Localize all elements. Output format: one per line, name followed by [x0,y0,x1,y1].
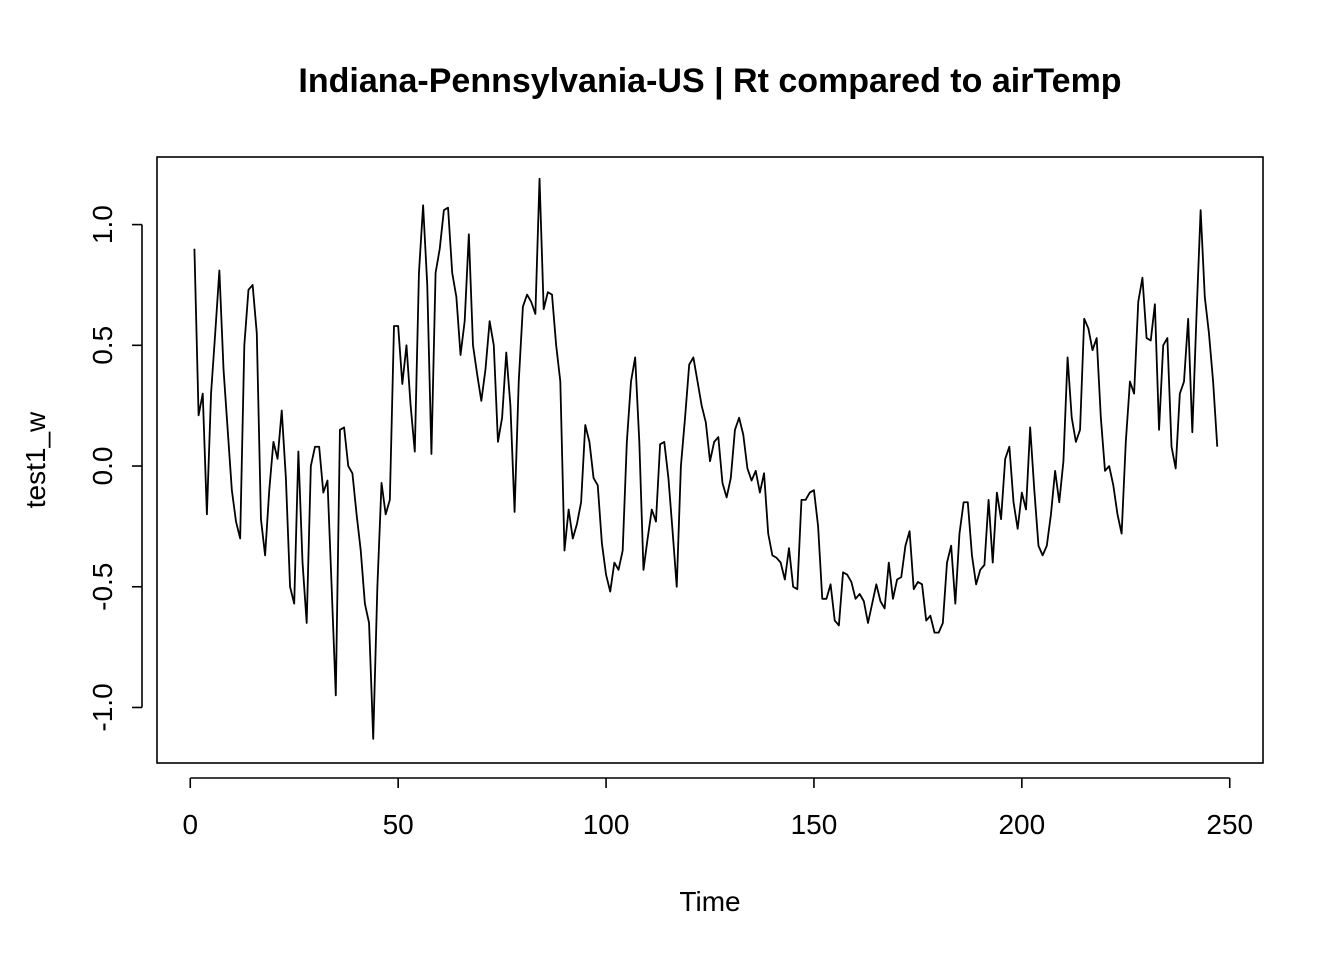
x-tick-label: 100 [583,809,630,840]
y-axis-label: test1_w [20,411,51,508]
y-tick-label: 0.0 [87,447,118,486]
x-tick-label: 50 [383,809,414,840]
x-tick-label: 200 [998,809,1045,840]
y-tick-label: 1.0 [87,205,118,244]
y-tick-label: -1.0 [87,683,118,731]
x-tick-label: 0 [182,809,198,840]
plot-frame [156,156,1264,764]
chart-title: Indiana-Pennsylvania-US | Rt compared to… [298,62,1121,100]
x-tick-label: 150 [791,809,838,840]
x-tick-label: 250 [1206,809,1253,840]
y-axis: -1.0 -0.5 0.0 0.5 1.0 [87,205,143,732]
y-tick-label: 0.5 [87,326,118,365]
series-line [193,177,1219,740]
x-axis-label: Time [679,886,740,917]
y-tick-label: -0.5 [87,563,118,611]
x-axis: 0 50 100 150 200 250 [182,777,1253,840]
